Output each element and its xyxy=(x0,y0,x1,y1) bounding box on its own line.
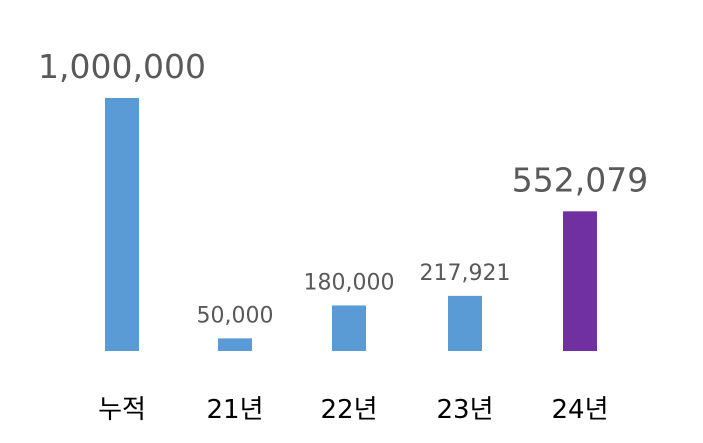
data-label-1: 50,000 xyxy=(197,303,274,328)
data-label-4: 552,079 xyxy=(512,160,648,199)
bar-2 xyxy=(332,305,366,351)
category-label-4: 24년 xyxy=(551,395,608,425)
category-label-2: 22년 xyxy=(320,395,377,425)
category-label-0: 누적 xyxy=(98,395,146,425)
bar-0 xyxy=(105,98,139,351)
bar-3 xyxy=(448,295,482,351)
data-label-2: 180,000 xyxy=(304,270,395,295)
category-label-1: 21년 xyxy=(206,395,263,425)
bar-4 xyxy=(563,211,597,351)
data-label-3: 217,921 xyxy=(420,261,511,286)
data-label-0: 1,000,000 xyxy=(38,47,206,86)
category-labels-group: 누적 21년 22년 23년 24년 xyxy=(98,395,608,425)
category-label-3: 23년 xyxy=(436,395,493,425)
data-labels-group: 1,000,000 50,000 180,000 217,921 552,079 xyxy=(38,47,648,328)
bar-1 xyxy=(218,338,252,351)
bars-group xyxy=(105,98,597,351)
